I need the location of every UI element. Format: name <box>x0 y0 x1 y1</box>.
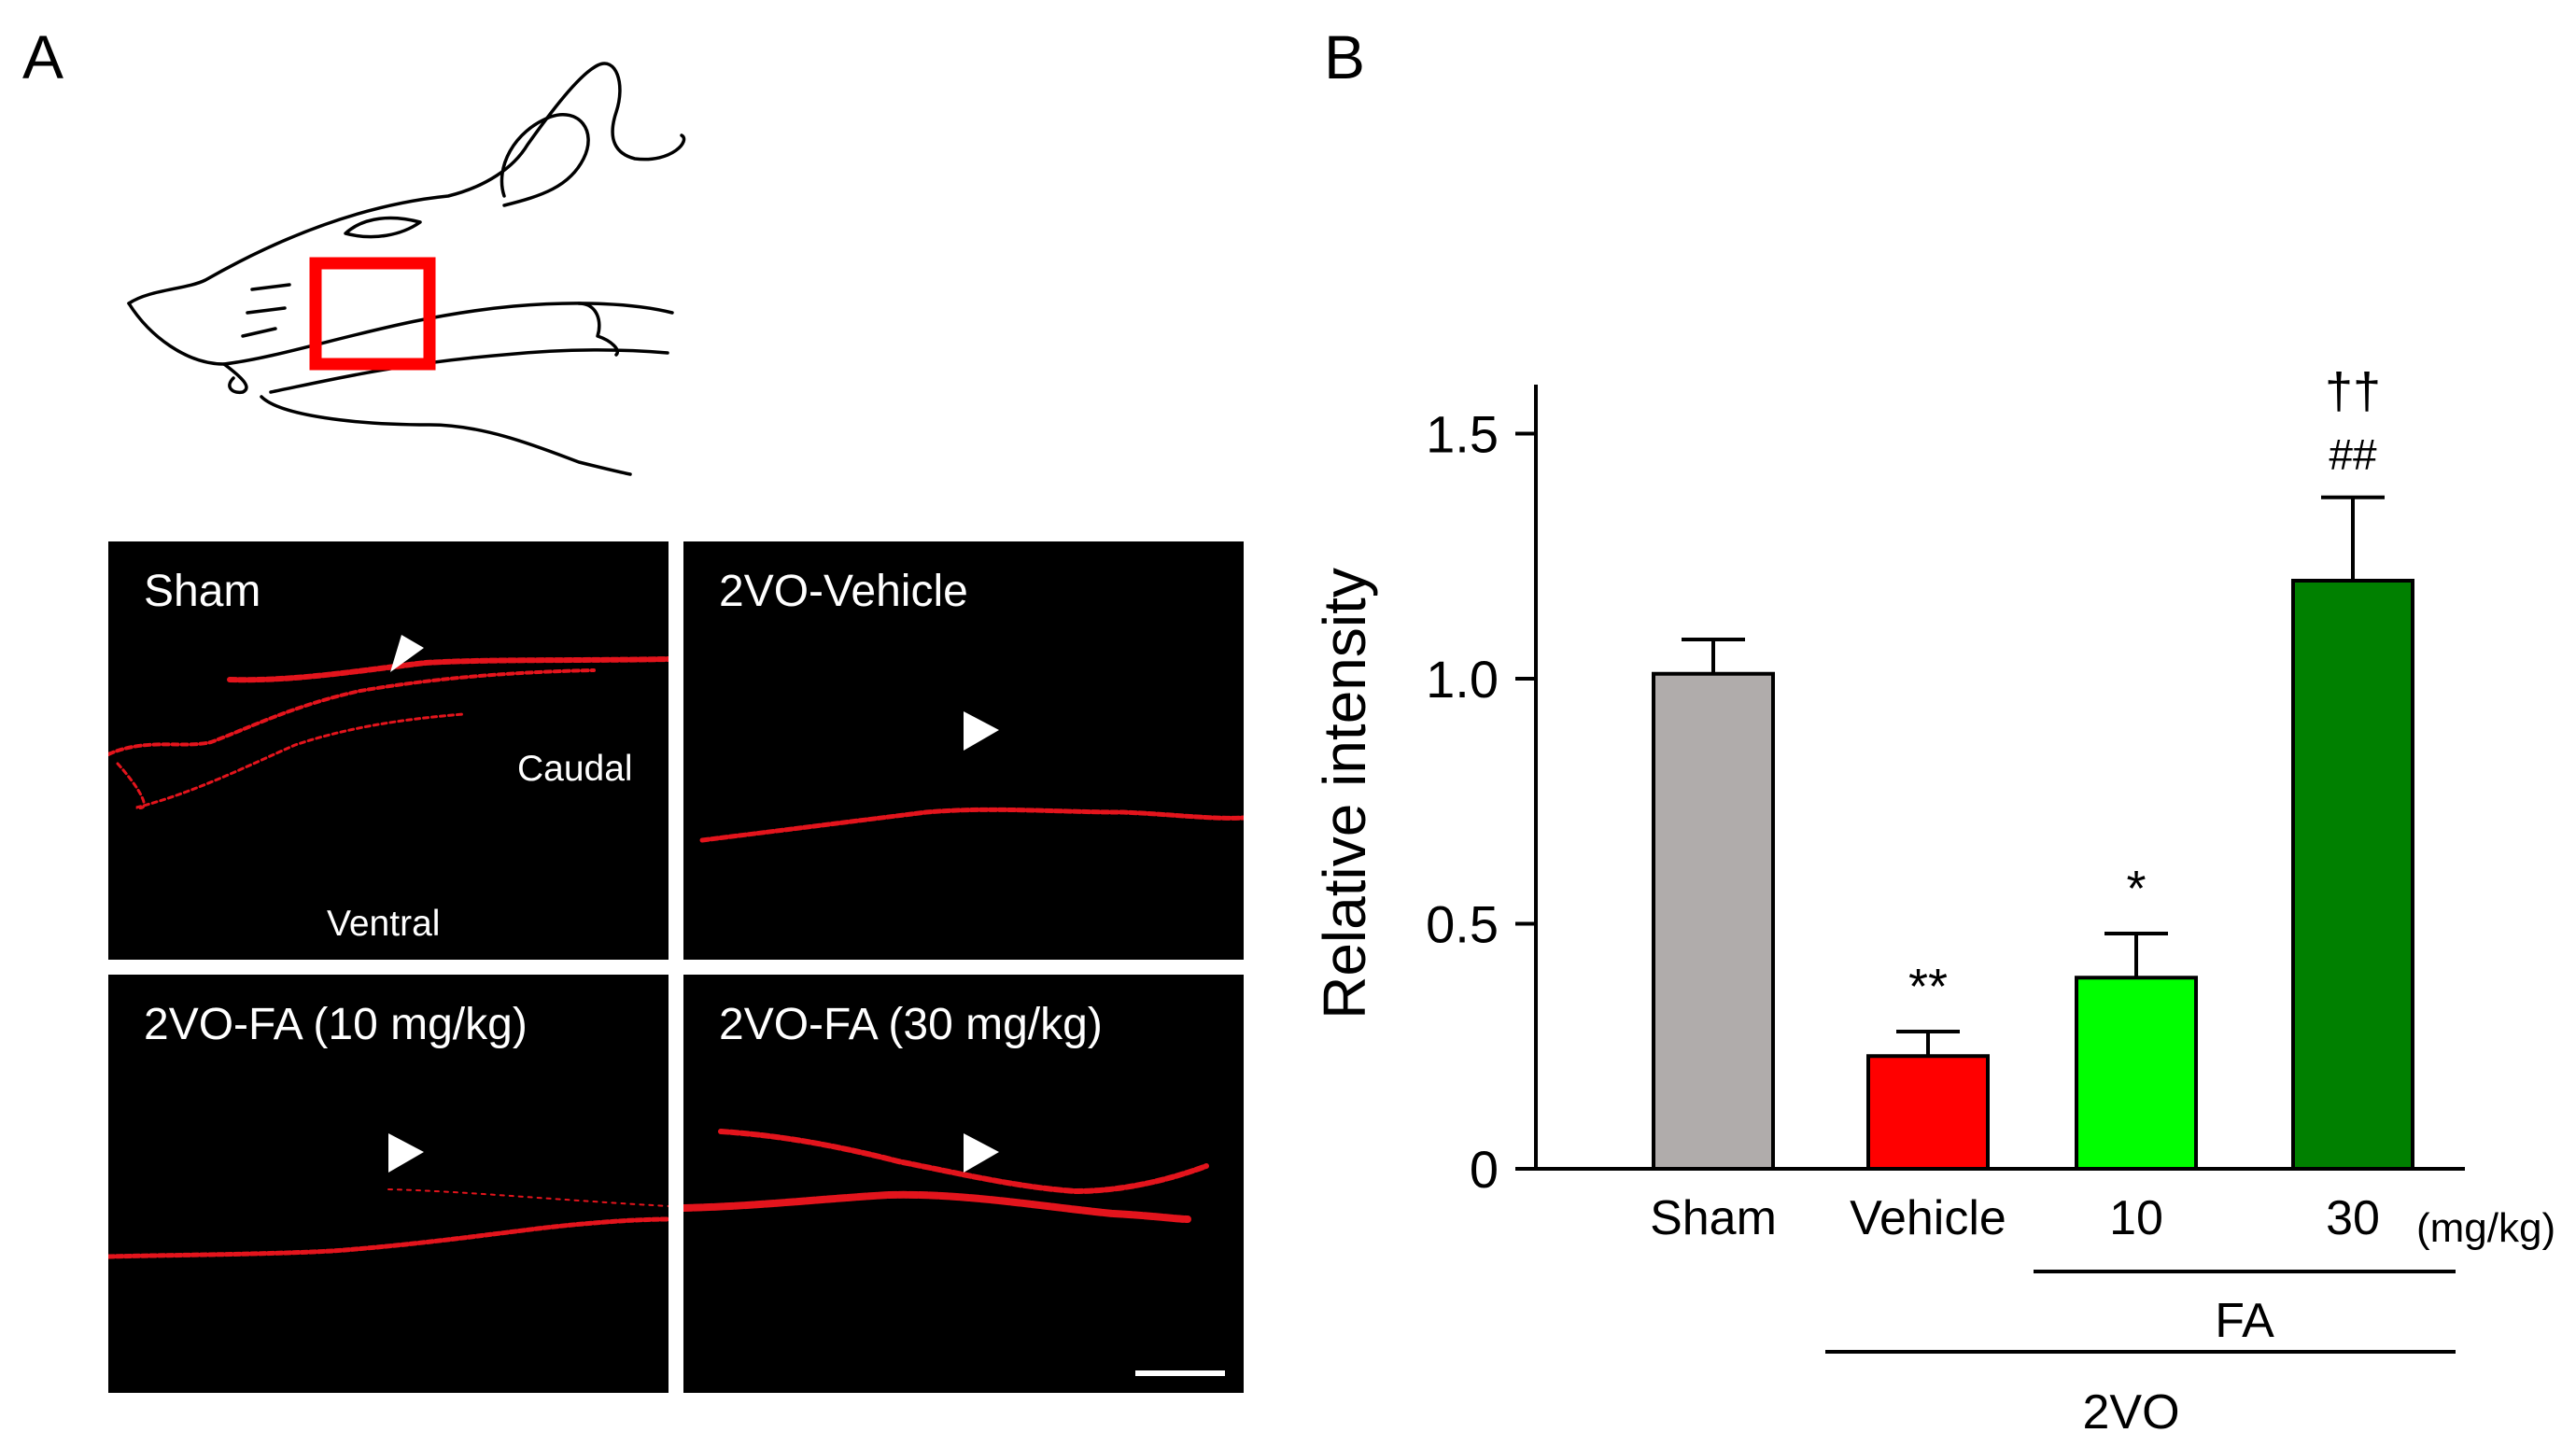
micrograph-label: 2VO-Vehicle <box>719 567 968 616</box>
bar <box>2291 579 2414 1171</box>
arrowhead-icon <box>964 1133 999 1173</box>
significance-marker: †† <box>2325 363 2381 419</box>
x-tick-label: Sham <box>1650 1191 1777 1245</box>
micrograph-sham: Sham Caudal Ventral <box>108 541 669 960</box>
y-tick-label: 0 <box>1470 1140 1499 1199</box>
orientation-caudal: Caudal <box>517 749 633 789</box>
y-tick-label: 1.5 <box>1426 405 1499 464</box>
fluorescence-signal <box>683 1129 1209 1223</box>
scale-bar <box>1135 1370 1225 1376</box>
x-tick-label: 30 <box>2326 1191 2380 1245</box>
y-tick-label: 0.5 <box>1426 895 1499 954</box>
group-label: 2VO <box>2082 1385 2179 1433</box>
arrowhead-icon <box>388 1133 424 1173</box>
rat-head-illustration <box>127 62 686 476</box>
highlight-box <box>309 257 436 371</box>
fluorescence-signal <box>108 656 669 809</box>
y-tick-label: 1.0 <box>1426 650 1499 709</box>
significance-marker: * <box>2126 861 2146 917</box>
micrograph-vehicle: 2VO-Vehicle <box>683 541 1244 960</box>
fluorescence-signal <box>108 1188 669 1259</box>
micrograph-fa30: 2VO-FA (30 mg/kg) <box>683 975 1244 1393</box>
micrograph-fa10: 2VO-FA (10 mg/kg) <box>108 975 669 1393</box>
panel-a-label: A <box>22 22 64 91</box>
chart-bars <box>1652 495 2414 1171</box>
fluorescence-signal <box>699 807 1244 843</box>
arrowhead-icon <box>390 635 424 672</box>
orientation-ventral: Ventral <box>327 904 441 944</box>
micrograph-label: 2VO-FA (30 mg/kg) <box>719 1000 1103 1049</box>
significance-marker: ** <box>1908 959 1948 1015</box>
micrograph-label: Sham <box>144 567 261 616</box>
panel-b-label: B <box>1324 22 1366 91</box>
bar <box>2075 976 2198 1171</box>
micrograph-label: 2VO-FA (10 mg/kg) <box>144 1000 528 1049</box>
bar <box>1866 1054 1990 1171</box>
x-tick-label: Vehicle <box>1850 1191 2006 1245</box>
x-tick-label: 10 <box>2109 1191 2163 1245</box>
y-axis-label: Relative intensity <box>1311 568 1378 1019</box>
x-unit-label: (mg/kg) <box>2416 1205 2555 1251</box>
bar <box>1652 671 1775 1171</box>
chart-axes: 0 0.5 1.0 1.5 Sham Vehicle 10 30 (mg/kg) <box>1426 385 2555 1251</box>
arrowhead-icon <box>964 711 999 751</box>
significance-marker: ## <box>2329 430 2377 479</box>
group-label: FA <box>2215 1294 2274 1348</box>
